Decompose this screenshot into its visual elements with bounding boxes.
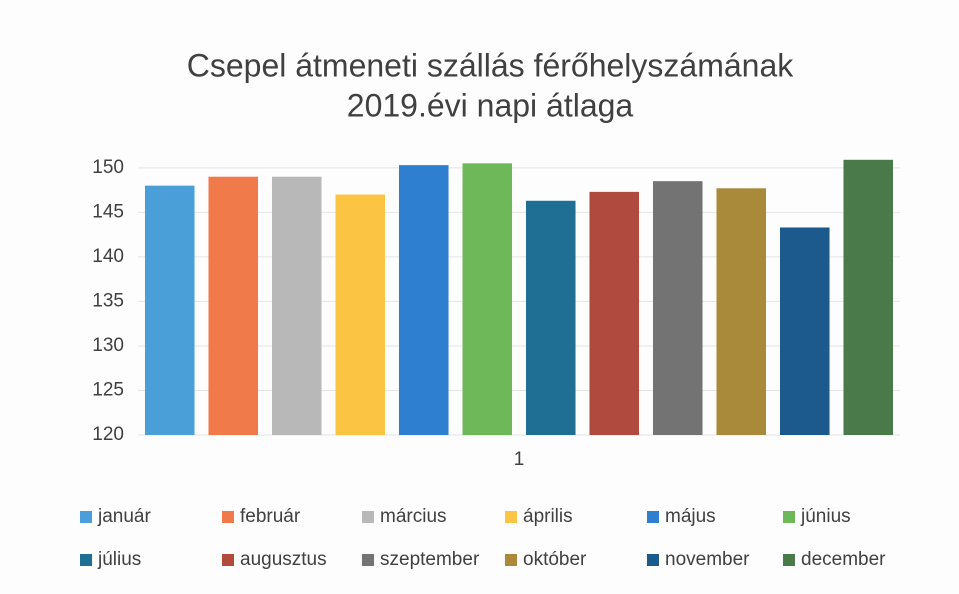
bar [271, 176, 322, 435]
bar [589, 191, 640, 435]
legend-label: január [97, 506, 151, 527]
legend-swatch [783, 511, 795, 523]
x-tick-label: 1 [514, 449, 525, 470]
y-tick-label: 130 [92, 335, 124, 356]
legend-label: március [380, 506, 447, 527]
y-tick-label: 125 [92, 379, 124, 400]
legend-swatch [505, 511, 517, 523]
bar [144, 185, 195, 435]
legend-label: július [97, 549, 141, 570]
legend-swatch [222, 554, 234, 566]
bar [652, 181, 703, 435]
legend-label: december [801, 549, 886, 570]
bar [462, 163, 513, 435]
legend-label: április [523, 506, 573, 527]
bar [525, 200, 576, 435]
chart-title: 2019.évi napi átlaga [347, 87, 634, 123]
legend-swatch [505, 554, 517, 566]
bar [716, 188, 767, 435]
legend-swatch [80, 554, 92, 566]
y-tick-label: 145 [92, 201, 124, 222]
legend-label: október [523, 549, 587, 570]
legend-swatch [362, 511, 374, 523]
legend-label: november [665, 549, 750, 570]
bar [335, 194, 386, 435]
legend-swatch [222, 511, 234, 523]
y-tick-label: 120 [92, 424, 124, 445]
legend-swatch [362, 554, 374, 566]
legend-swatch [80, 511, 92, 523]
y-tick-label: 150 [92, 157, 124, 178]
legend-swatch [647, 511, 659, 523]
legend-label: február [240, 506, 301, 527]
legend-label: szeptember [380, 549, 480, 570]
legend-swatch [647, 554, 659, 566]
y-tick-label: 135 [92, 290, 124, 311]
bar [208, 176, 259, 435]
legend-label: május [665, 506, 716, 527]
legend-label: augusztus [240, 549, 327, 570]
bar [398, 165, 449, 435]
y-tick-label: 140 [92, 246, 124, 267]
legend-label: június [800, 506, 851, 527]
legend-swatch [783, 554, 795, 566]
bar [843, 159, 894, 435]
chart-title: Csepel átmeneti szállás férőhelyszámának [187, 47, 795, 83]
bar [779, 227, 830, 435]
